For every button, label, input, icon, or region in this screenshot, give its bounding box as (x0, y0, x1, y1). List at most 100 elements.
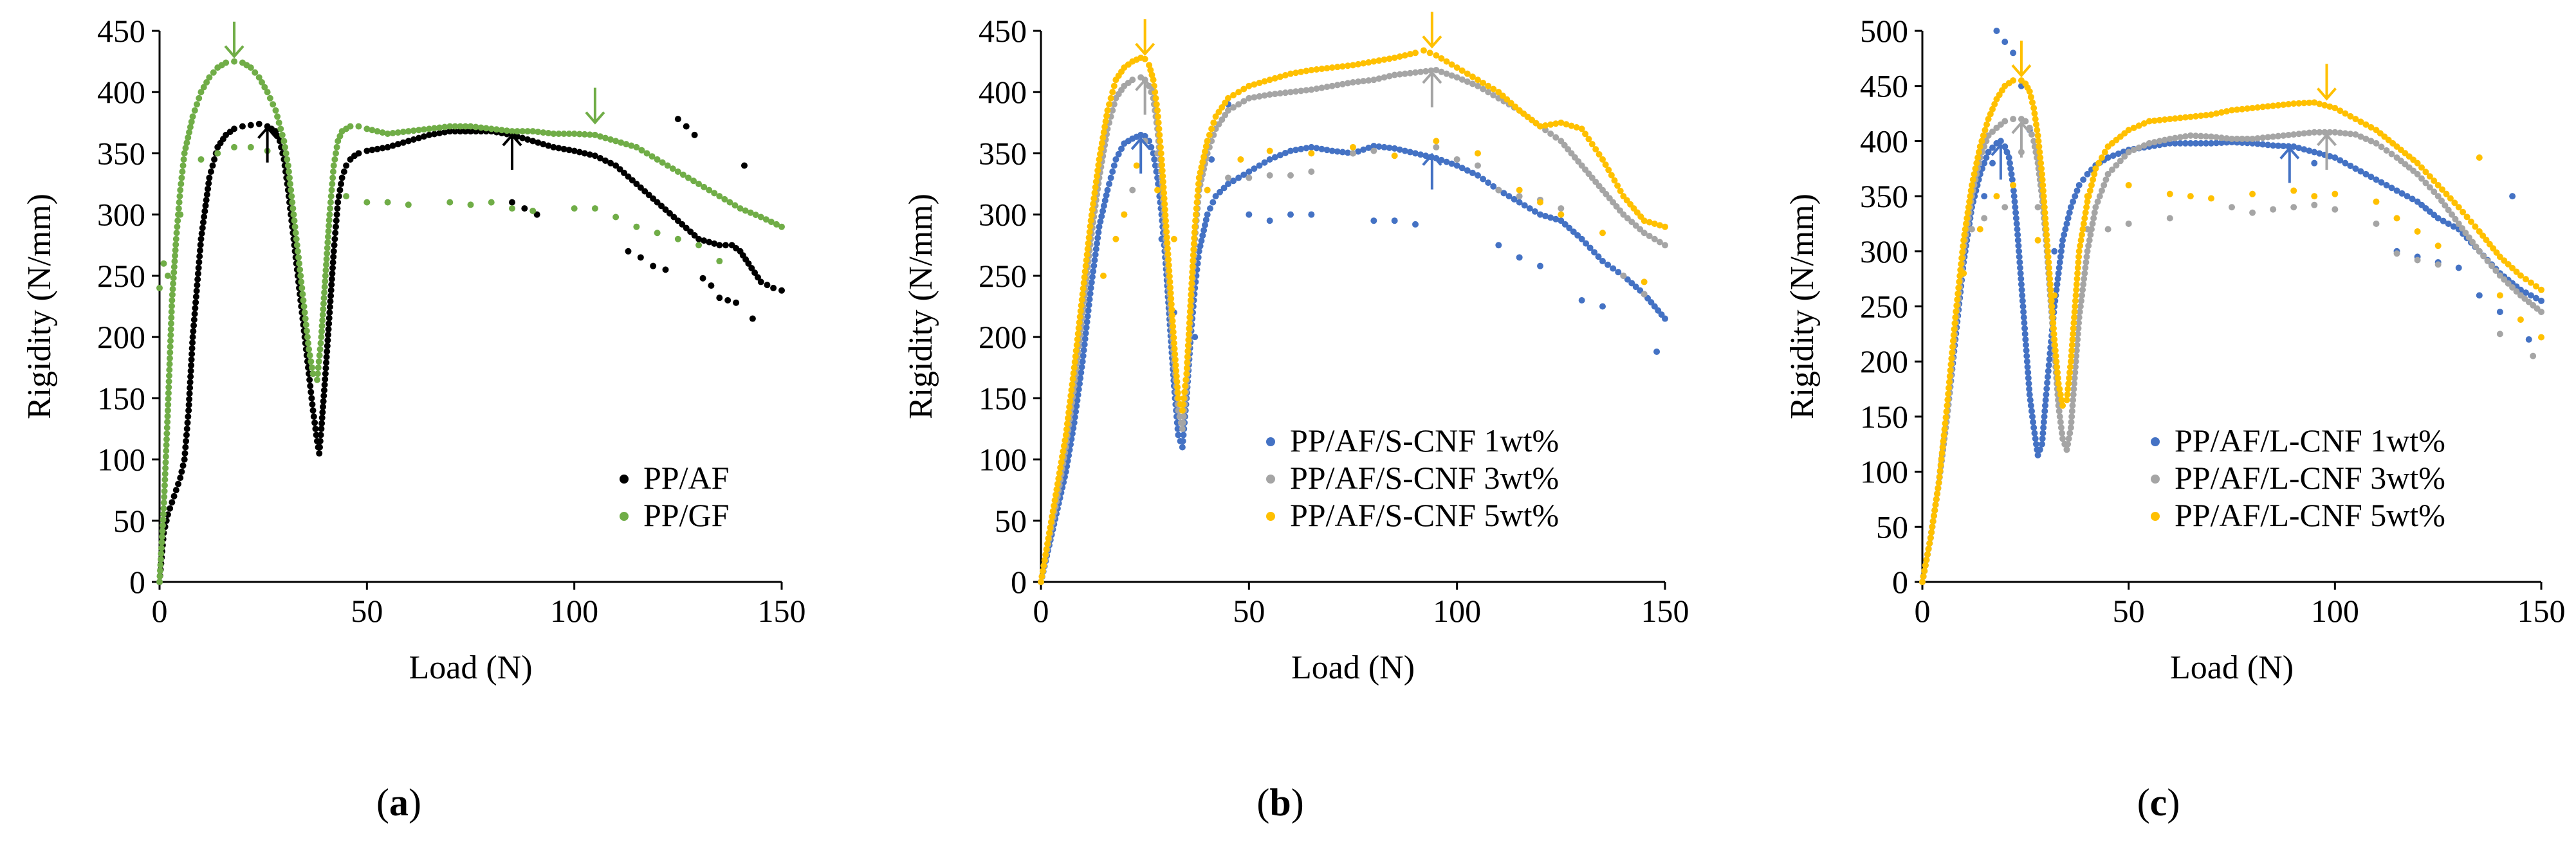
data-point (2072, 297, 2079, 304)
data-point (521, 205, 528, 212)
data-point (255, 74, 262, 81)
data-point (1199, 232, 1206, 239)
data-point (1558, 211, 1565, 218)
data-point (326, 314, 333, 322)
data-point (1566, 224, 1573, 231)
data-point (2171, 115, 2178, 122)
data-point (2057, 419, 2064, 426)
data-point (612, 213, 620, 221)
data-point (1060, 442, 1067, 449)
data-point (2249, 104, 2256, 111)
data-point (299, 291, 306, 298)
data-point (2455, 220, 2462, 227)
data-point (324, 337, 331, 344)
data-point (1983, 121, 1991, 128)
data-point (2492, 267, 2499, 274)
data-point (1185, 331, 1192, 338)
data-point (310, 413, 317, 420)
data-point (2383, 147, 2390, 154)
data-point (2509, 193, 2516, 200)
data-point (169, 499, 176, 506)
data-point (2332, 190, 2339, 197)
data-point (2020, 314, 2027, 321)
data-point (2065, 215, 2072, 222)
data-point (1201, 153, 1208, 160)
data-point (2270, 102, 2277, 109)
data-point (1308, 66, 1315, 73)
data-point (2431, 177, 2438, 185)
data-point (1058, 458, 1065, 466)
data-point (1204, 138, 1211, 145)
data-point (638, 147, 645, 154)
data-point (324, 250, 331, 257)
y-tick-label: 150 (1860, 399, 1908, 435)
data-point (2028, 408, 2035, 415)
data-point (1096, 156, 1103, 163)
data-point (1191, 223, 1199, 230)
data-point (1628, 280, 1635, 287)
data-point (2166, 135, 2173, 142)
data-point (1208, 125, 1215, 132)
data-point (1355, 60, 1362, 68)
data-point (194, 276, 201, 283)
data-point (201, 208, 208, 215)
data-point (309, 407, 317, 414)
data-point (1981, 193, 1988, 200)
data-point (1110, 162, 1118, 169)
data-point (2130, 147, 2137, 154)
data-point (1989, 105, 1996, 113)
data-point (330, 253, 337, 260)
data-point (1051, 502, 1058, 509)
data-point (2115, 150, 2122, 158)
data-point (1109, 168, 1116, 176)
data-point (1391, 217, 1398, 224)
data-point (1578, 125, 1585, 132)
data-point (172, 487, 179, 494)
x-tick-label: 150 (758, 593, 806, 629)
data-point (1344, 149, 1351, 156)
data-point (363, 125, 371, 132)
arrow-head (1135, 42, 1155, 56)
data-point (2059, 402, 2066, 409)
data-point (1179, 401, 1186, 408)
data-point (2026, 88, 2033, 95)
data-point (290, 211, 297, 218)
data-point (1926, 540, 1933, 547)
data-point (1219, 104, 1226, 111)
data-point (200, 84, 207, 91)
data-point (2038, 159, 2045, 167)
data-point (2044, 374, 2051, 381)
data-point (1167, 284, 1174, 291)
data-point (179, 162, 187, 169)
data-point (2332, 154, 2339, 161)
data-point (1106, 101, 1113, 108)
data-point (1188, 274, 1195, 281)
data-point (1199, 159, 1206, 166)
data-point (1235, 174, 1242, 181)
data-point (1422, 152, 1430, 159)
data-point (170, 493, 178, 500)
data-point (308, 388, 315, 395)
data-point (1112, 235, 1119, 242)
data-point (2249, 135, 2256, 142)
data-point (172, 241, 179, 248)
data-point (1656, 222, 1663, 229)
data-point (2434, 261, 2442, 268)
y-tick-label: 150 (979, 380, 1027, 416)
y-tick-label: 0 (129, 564, 145, 600)
data-point (2280, 143, 2287, 150)
data-point (1191, 334, 1199, 341)
data-point (2010, 116, 2017, 123)
data-point (641, 188, 649, 195)
y-tick-label: 400 (97, 74, 145, 110)
data-point (1512, 104, 1519, 111)
data-point (317, 444, 324, 451)
data-point (1920, 573, 1927, 580)
data-point (1298, 68, 1305, 75)
data-point (1360, 78, 1367, 85)
data-point (2422, 168, 2429, 176)
data-point (167, 343, 174, 350)
data-point (1115, 150, 1122, 158)
data-point (477, 124, 484, 131)
arrow-head (2011, 121, 2032, 134)
